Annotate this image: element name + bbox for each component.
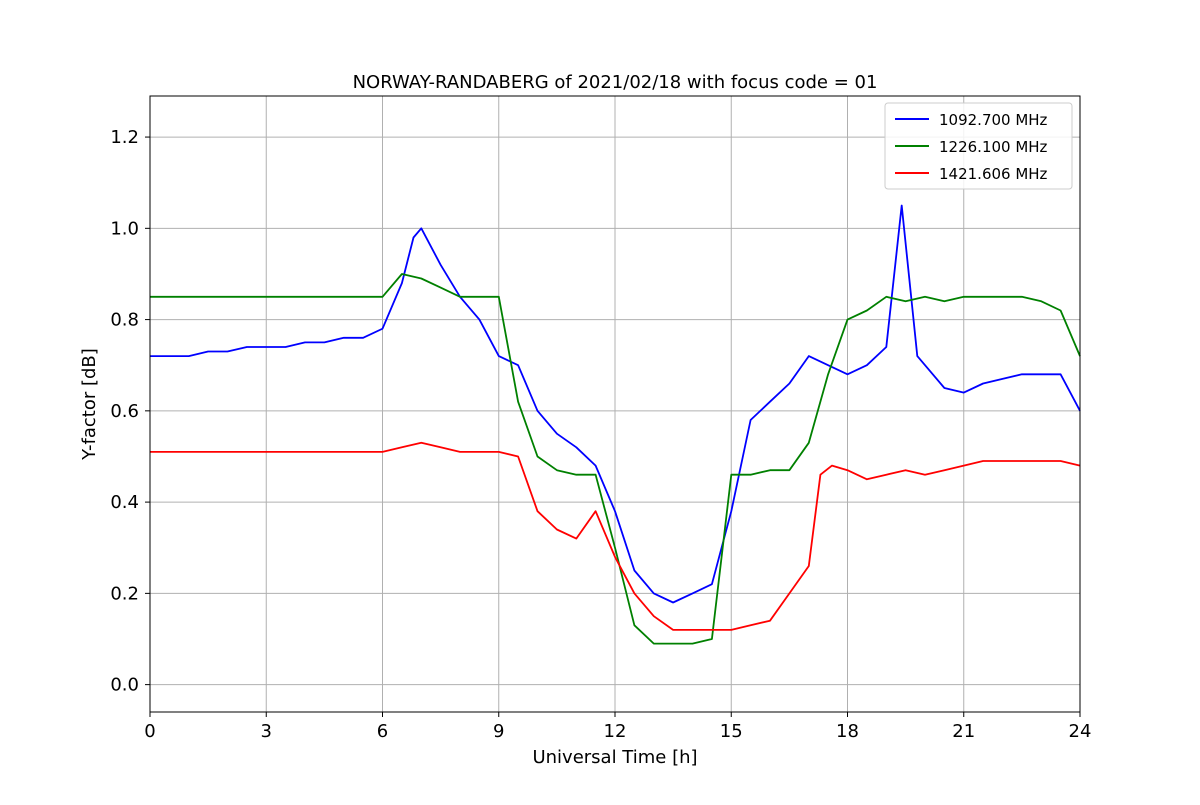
x-tick-label: 15 [720,721,743,742]
series-line-1 [150,204,1081,604]
x-tick-label: 21 [952,721,975,742]
legend-box [884,102,1073,190]
y-tick-label: 0.4 [110,492,139,513]
chart-title: NORWAY-RANDABERG of 2021/02/18 with focu… [353,72,878,93]
y-tick-label: 0.0 [110,675,139,696]
axis-ticks: 0 3 6 9 12 15 18 21 24 0.0 0.2 0.4 0.6 0.8 1.0 1.2 [110,127,1091,742]
series-lines [150,204,1081,645]
y-tick-label: 0.8 [110,310,139,331]
x-tick-label: 0 [144,721,155,742]
y-tick-label: 0.2 [110,583,139,604]
y-tick-label: 0.6 [110,401,139,422]
y-axis-label: Y-factor [dB] [79,348,100,461]
legend-label: 1092.700 MHz [939,111,1048,129]
x-tick-label: 18 [836,721,859,742]
legend: 1092.700 MHz 1226.100 MHz 1421.606 MHz [884,102,1073,190]
x-axis-label: Universal Time [h] [532,747,697,768]
x-tick-label: 3 [261,721,272,742]
legend-label: 1421.606 MHz [939,165,1048,183]
x-tick-label: 6 [377,721,388,742]
y-tick-label: 1.0 [110,218,139,239]
legend-label: 1226.100 MHz [939,138,1048,156]
x-tick-label: 9 [493,721,504,742]
series-line-2 [150,273,1081,645]
x-tick-label: 24 [1069,721,1092,742]
series-line-3 [150,441,1081,631]
x-tick-label: 12 [604,721,627,742]
y-tick-label: 1.2 [110,127,139,148]
